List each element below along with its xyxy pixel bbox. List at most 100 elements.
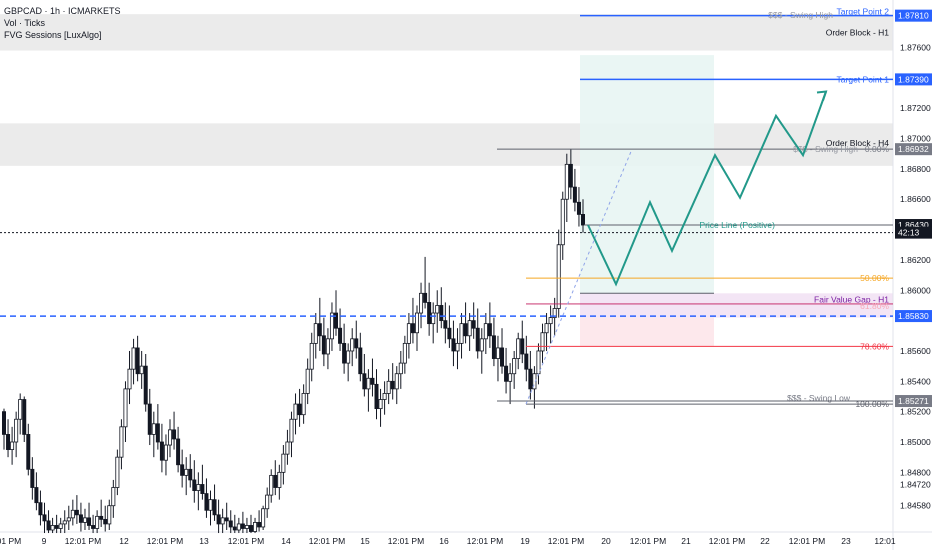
- candle-body: [70, 509, 75, 519]
- candle-body: [560, 198, 565, 246]
- time-tick-label: 12: [119, 536, 129, 546]
- candle-body: [285, 441, 290, 455]
- price-tick-label: 1.86800: [900, 164, 931, 174]
- time-tick-label: 21: [681, 536, 691, 546]
- candle-body: [289, 418, 294, 443]
- candle-body: [22, 399, 27, 435]
- time-tick-label: 19: [520, 536, 530, 546]
- swing-high-label: $$$ - Swing High: [793, 144, 858, 154]
- candle-body: [74, 509, 79, 516]
- candle-body: [390, 380, 395, 390]
- candle-body: [236, 523, 241, 531]
- candle-body: [325, 338, 330, 355]
- price-tag-label: 1.86430: [898, 220, 929, 230]
- candle-body: [504, 365, 509, 382]
- time-tick-label: 14: [281, 536, 291, 546]
- time-tick-label: 12:01 PM: [630, 536, 666, 546]
- time-tick-label: 15: [360, 536, 370, 546]
- candle-body: [216, 514, 221, 525]
- fib-786-label: 78.60%: [860, 341, 889, 351]
- price-tag: [895, 395, 932, 408]
- price-axis[interactable]: 1.87600 1.87200 1.87000 1.86800 1.86600 1.862…: [895, 9, 932, 511]
- time-tick-label: 12:01 PM: [789, 536, 825, 546]
- time-tick-label: 20: [601, 536, 611, 546]
- overlay-layer: Target Point 2 $$$ - Swing High Target Poi…: [0, 7, 893, 409]
- candle-body: [281, 453, 286, 473]
- fvg-label: Fair Value Gap - H1: [814, 294, 889, 304]
- candle-body: [176, 438, 181, 466]
- candle-body: [439, 305, 444, 322]
- candle-body: [18, 399, 23, 420]
- time-tick-label: 23: [841, 536, 851, 546]
- symbol-title: GBPCAD · 1h · ICMARKETS: [4, 6, 121, 16]
- candle-body: [431, 312, 436, 325]
- price-tag-label: 1.87810: [898, 11, 929, 21]
- candle-body: [528, 368, 533, 390]
- swing-high-label: $$$ - Swing High: [768, 10, 833, 20]
- candle-body: [46, 520, 51, 531]
- candle-body: [520, 338, 525, 355]
- price-tick-label: 1.87600: [900, 43, 931, 53]
- fvg-indicator-label[interactable]: FVG Sessions [LuxAlgo]: [4, 30, 102, 40]
- candle-body: [261, 508, 266, 528]
- candle-body: [180, 464, 185, 476]
- candle-body: [127, 368, 132, 390]
- candle-body: [398, 362, 403, 375]
- price-tick-label: 1.85000: [900, 437, 931, 447]
- candle-body: [471, 320, 476, 329]
- candle-body: [329, 312, 334, 340]
- candle-body: [196, 484, 201, 491]
- candle-body: [374, 383, 379, 410]
- candle-body: [143, 365, 148, 405]
- candle-body: [419, 292, 424, 314]
- candle-body: [91, 525, 96, 529]
- candle-body: [508, 373, 513, 382]
- order-block-zone: [0, 123, 893, 166]
- candle-body: [82, 517, 87, 523]
- price-tag-label: 1.85271: [898, 396, 929, 406]
- candle-body: [317, 323, 322, 337]
- candle-body: [66, 517, 71, 522]
- price-line-label: Price Line (Positive): [699, 220, 775, 230]
- time-tick-label: 12:01 PM: [309, 536, 345, 546]
- candle-body: [491, 335, 496, 359]
- time-tick-label: 16: [439, 536, 449, 546]
- candle-body: [208, 499, 213, 511]
- time-tick-label: 12:01 PM: [388, 536, 424, 546]
- candle-body: [544, 323, 549, 334]
- candle-body: [42, 514, 47, 522]
- candle-body: [548, 317, 553, 325]
- candle-body: [451, 338, 456, 352]
- candle-body: [524, 353, 529, 370]
- price-tag-label: 1.86932: [898, 144, 929, 154]
- candle-body: [38, 502, 43, 516]
- candle-body: [232, 526, 237, 531]
- candle-body: [512, 358, 517, 375]
- candle-body: [479, 338, 484, 352]
- candle-body: [382, 393, 387, 400]
- price-tag: [895, 143, 932, 156]
- candle-body: [240, 523, 245, 529]
- candle-body: [269, 474, 274, 496]
- volume-indicator-label[interactable]: Vol · Ticks: [4, 18, 46, 28]
- candle-body: [394, 373, 399, 390]
- candle-body: [95, 515, 100, 529]
- candle-body: [99, 515, 104, 520]
- candle-body: [576, 201, 581, 215]
- price-tag-label: 42:13: [898, 228, 920, 238]
- price-tag-label: 1.87390: [898, 74, 929, 84]
- price-tick-label: 1.86000: [900, 285, 931, 295]
- price-tick-label: 1.87200: [900, 103, 931, 113]
- fib-trend-line: [525, 148, 633, 405]
- candle-body: [297, 403, 302, 416]
- candle-body: [406, 323, 411, 344]
- candle-body: [423, 292, 428, 303]
- time-axis[interactable]: 12:01 PM 9 12:01 PM 12 12:01 PM 13 12:01 PM 14 1…: [0, 536, 896, 546]
- target-zone: [580, 225, 714, 294]
- candle-body: [115, 456, 120, 488]
- candle-body: [30, 468, 35, 488]
- candle-body: [103, 518, 108, 525]
- time-tick-label: 12:01 PM: [709, 536, 745, 546]
